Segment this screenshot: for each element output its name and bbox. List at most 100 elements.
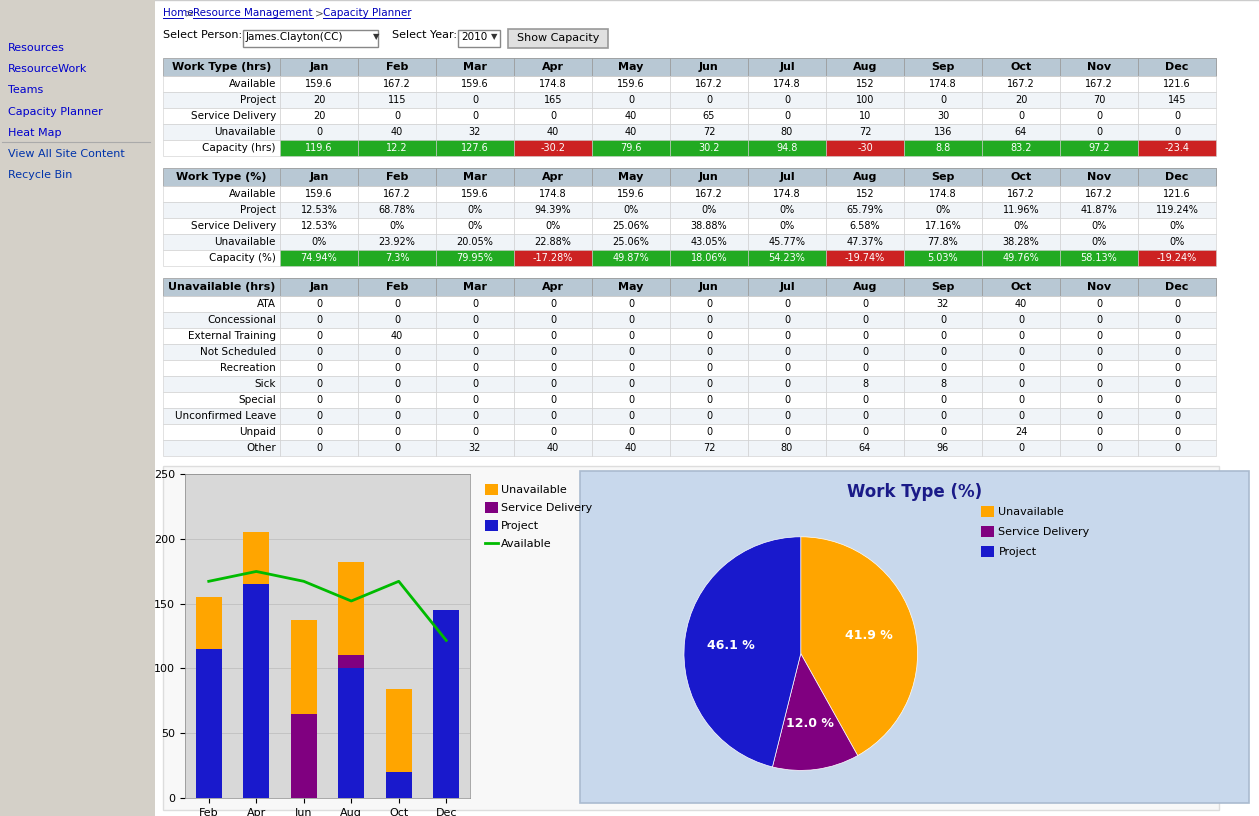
- Bar: [436, 218, 514, 234]
- Text: 45.77%: 45.77%: [768, 237, 806, 247]
- Text: 0: 0: [550, 395, 556, 405]
- Bar: [279, 392, 358, 408]
- Bar: [982, 440, 1060, 456]
- Text: ▼: ▼: [373, 32, 379, 41]
- Bar: [436, 408, 514, 424]
- Bar: [826, 76, 904, 92]
- Text: 165: 165: [544, 95, 563, 105]
- Text: 40: 40: [546, 443, 559, 453]
- Text: 25.06%: 25.06%: [613, 237, 650, 247]
- Text: 0: 0: [940, 395, 946, 405]
- Text: Work Type (%): Work Type (%): [847, 483, 982, 501]
- Text: 0: 0: [550, 411, 556, 421]
- Text: 0: 0: [940, 315, 946, 325]
- Text: 159.6: 159.6: [461, 189, 488, 199]
- Bar: [826, 360, 904, 376]
- Bar: [1138, 328, 1216, 344]
- Text: 79.95%: 79.95%: [457, 253, 494, 263]
- Text: 0: 0: [1095, 379, 1102, 389]
- Text: Unavailable: Unavailable: [501, 485, 567, 495]
- Text: 0: 0: [1095, 127, 1102, 137]
- Bar: [592, 76, 670, 92]
- Text: Feb: Feb: [385, 282, 408, 292]
- Bar: [1138, 440, 1216, 456]
- Bar: [279, 218, 358, 234]
- Text: Oct: Oct: [1011, 282, 1031, 292]
- Text: 0: 0: [1173, 427, 1180, 437]
- Bar: [904, 234, 982, 250]
- Text: 0: 0: [1095, 427, 1102, 437]
- Text: 0: 0: [316, 347, 322, 357]
- Text: 0: 0: [862, 299, 867, 309]
- Bar: [904, 250, 982, 266]
- Bar: [162, 408, 279, 424]
- Text: 100: 100: [856, 95, 874, 105]
- Text: 0: 0: [1019, 443, 1024, 453]
- Text: 0: 0: [472, 315, 478, 325]
- Text: 0: 0: [316, 411, 322, 421]
- Text: 0: 0: [706, 331, 713, 341]
- Text: 174.8: 174.8: [539, 79, 567, 89]
- Text: Work Type (hrs): Work Type (hrs): [171, 62, 271, 72]
- Bar: [904, 76, 982, 92]
- Text: Jul: Jul: [779, 172, 794, 182]
- Text: 174.8: 174.8: [929, 189, 957, 199]
- Bar: [826, 344, 904, 360]
- Text: 0: 0: [706, 299, 713, 309]
- Text: 0: 0: [862, 363, 867, 373]
- Text: Jun: Jun: [699, 282, 719, 292]
- Bar: [748, 76, 826, 92]
- Text: Jul: Jul: [779, 282, 794, 292]
- Bar: [433, 610, 460, 798]
- Text: Special: Special: [238, 395, 276, 405]
- Bar: [162, 108, 279, 124]
- Text: Heat Map: Heat Map: [8, 128, 62, 138]
- Bar: [670, 92, 748, 108]
- Bar: [279, 140, 358, 156]
- Bar: [670, 328, 748, 344]
- Text: 41.87%: 41.87%: [1080, 205, 1118, 215]
- Bar: [1060, 424, 1138, 440]
- Bar: [748, 440, 826, 456]
- Text: Capacity (hrs): Capacity (hrs): [203, 143, 276, 153]
- Bar: [826, 312, 904, 328]
- Bar: [436, 376, 514, 392]
- Bar: [826, 234, 904, 250]
- Text: 0: 0: [316, 127, 322, 137]
- Wedge shape: [801, 537, 918, 756]
- Bar: [436, 202, 514, 218]
- Text: 0: 0: [706, 347, 713, 357]
- Bar: [436, 278, 514, 296]
- Bar: [162, 312, 279, 328]
- Bar: [670, 76, 748, 92]
- Bar: [162, 186, 279, 202]
- Text: 0: 0: [628, 379, 635, 389]
- Bar: [514, 296, 592, 312]
- Bar: [670, 408, 748, 424]
- Text: 72: 72: [859, 127, 871, 137]
- Bar: [1060, 296, 1138, 312]
- Bar: [1060, 234, 1138, 250]
- Text: 0: 0: [706, 363, 713, 373]
- Text: 40: 40: [624, 127, 637, 137]
- Bar: [279, 312, 358, 328]
- Text: Aug: Aug: [852, 282, 878, 292]
- Text: 6.58%: 6.58%: [850, 221, 880, 231]
- Bar: [592, 360, 670, 376]
- Text: 0: 0: [940, 363, 946, 373]
- Text: Unconfirmed Leave: Unconfirmed Leave: [175, 411, 276, 421]
- Text: 65: 65: [703, 111, 715, 121]
- Bar: [592, 312, 670, 328]
- Bar: [436, 424, 514, 440]
- Text: Service Delivery: Service Delivery: [191, 111, 276, 121]
- Text: Nov: Nov: [1087, 62, 1110, 72]
- Bar: [162, 218, 279, 234]
- Bar: [162, 168, 1216, 186]
- Bar: [1060, 92, 1138, 108]
- Bar: [748, 108, 826, 124]
- Text: 0: 0: [1095, 363, 1102, 373]
- Text: Apr: Apr: [543, 172, 564, 182]
- Text: 159.6: 159.6: [305, 79, 332, 89]
- Text: 121.6: 121.6: [1163, 79, 1191, 89]
- Text: 5.03%: 5.03%: [928, 253, 958, 263]
